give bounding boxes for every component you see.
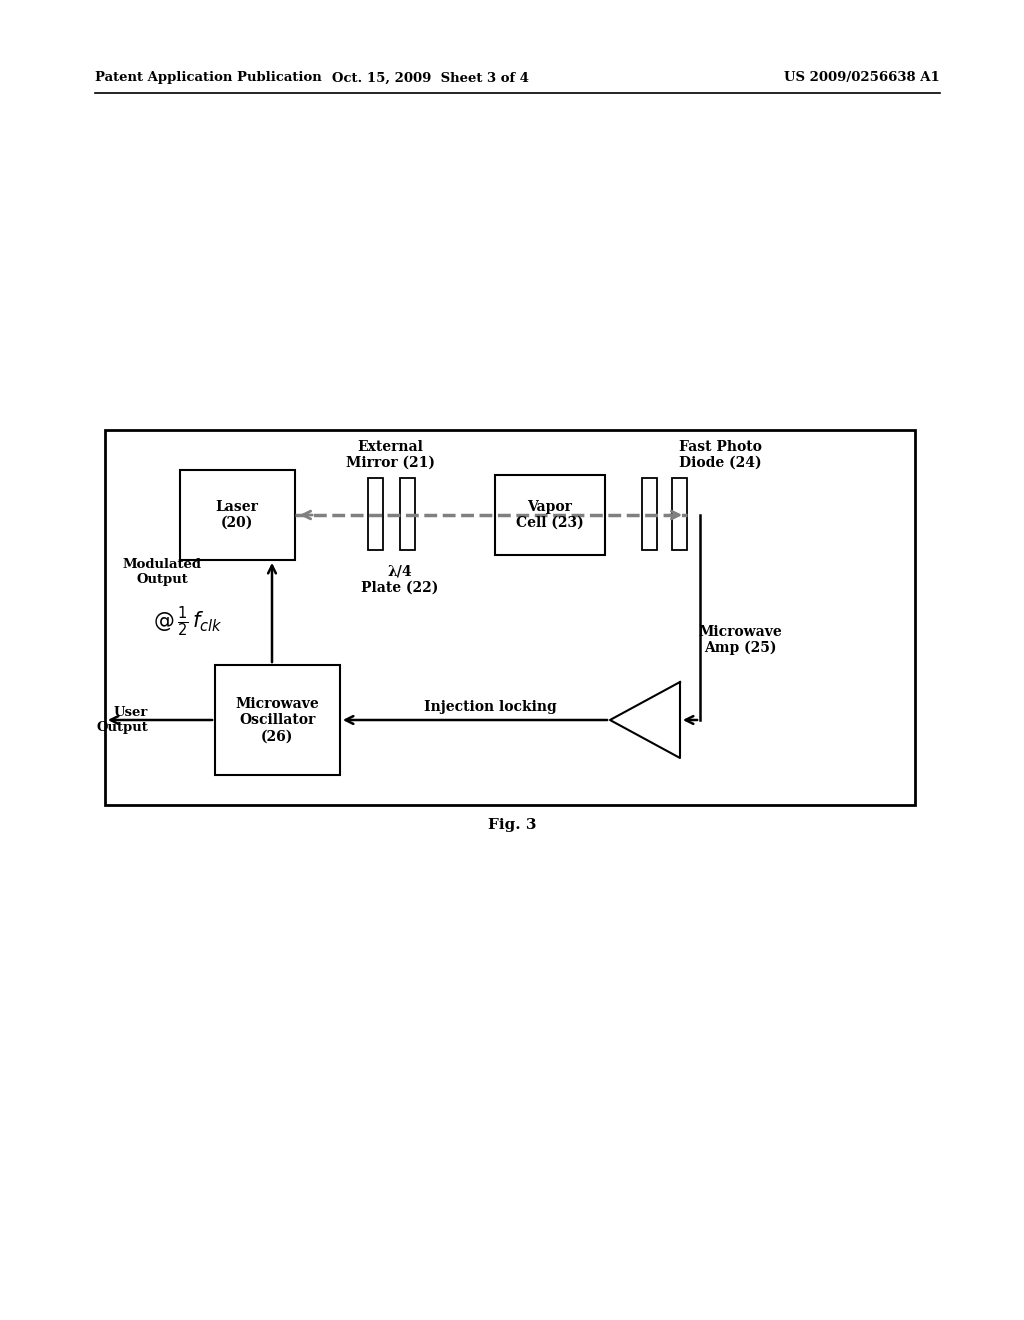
Text: Injection locking: Injection locking [424, 700, 556, 714]
Text: Fig. 3: Fig. 3 [487, 818, 537, 832]
Text: Microwave
Oscillator
(26): Microwave Oscillator (26) [236, 697, 318, 743]
Text: External
Mirror (21): External Mirror (21) [345, 440, 434, 470]
Text: Laser
(20): Laser (20) [216, 500, 258, 531]
Text: Modulated
Output: Modulated Output [123, 558, 202, 586]
Text: Fast Photo
Diode (24): Fast Photo Diode (24) [679, 440, 762, 470]
Text: λ/4
Plate (22): λ/4 Plate (22) [361, 565, 438, 595]
Bar [180, 470, 295, 560]
Bar [495, 475, 605, 554]
Bar [400, 478, 415, 550]
Bar [368, 478, 383, 550]
Text: User
Output: User Output [96, 706, 148, 734]
Bar [672, 478, 687, 550]
Bar [215, 665, 340, 775]
Text: Oct. 15, 2009  Sheet 3 of 4: Oct. 15, 2009 Sheet 3 of 4 [332, 71, 528, 84]
Text: $@\,\frac{1}{2}\,f_{clk}$: $@\,\frac{1}{2}\,f_{clk}$ [153, 605, 223, 639]
Text: Microwave
Amp (25): Microwave Amp (25) [698, 624, 782, 655]
Text: US 2009/0256638 A1: US 2009/0256638 A1 [784, 71, 940, 84]
Bar [642, 478, 657, 550]
Text: Vapor
Cell (23): Vapor Cell (23) [516, 500, 584, 531]
Text: Patent Application Publication: Patent Application Publication [95, 71, 322, 84]
Bar [105, 430, 915, 805]
